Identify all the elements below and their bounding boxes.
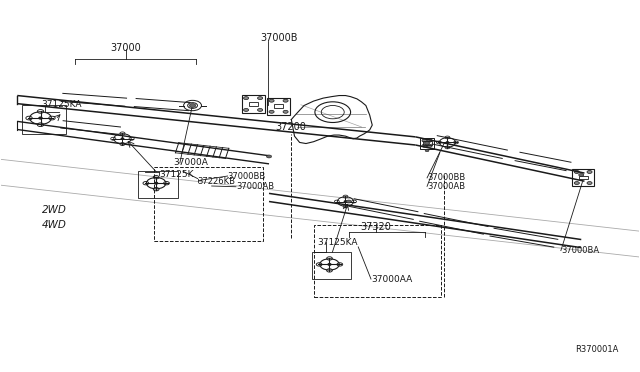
Text: 37320: 37320 (360, 222, 392, 232)
Text: 37000AA: 37000AA (371, 275, 412, 283)
Circle shape (283, 110, 288, 113)
Circle shape (574, 170, 579, 173)
Text: 37000BB: 37000BB (228, 171, 266, 180)
Bar (314, 225, 441, 297)
Circle shape (424, 142, 429, 145)
Circle shape (189, 104, 196, 108)
Text: 37000BA: 37000BA (561, 246, 599, 255)
Text: 37125K: 37125K (159, 170, 194, 179)
Text: 4WD: 4WD (42, 220, 67, 230)
Circle shape (257, 109, 262, 112)
Circle shape (283, 99, 288, 102)
Circle shape (422, 144, 427, 147)
Circle shape (121, 138, 124, 140)
Bar (22, 105, 67, 134)
Bar (420, 138, 434, 149)
Circle shape (425, 150, 429, 152)
Circle shape (344, 201, 347, 202)
Circle shape (422, 139, 427, 142)
Bar (274, 105, 283, 108)
Text: 2WD: 2WD (42, 205, 67, 215)
Text: 37000AB: 37000AB (236, 182, 274, 191)
Text: 37000A: 37000A (173, 157, 208, 167)
Circle shape (155, 182, 157, 184)
Circle shape (244, 109, 248, 112)
Bar (267, 98, 290, 115)
Bar (579, 176, 588, 179)
Circle shape (587, 170, 592, 173)
Text: R370001A: R370001A (575, 345, 618, 354)
Bar (422, 141, 431, 145)
Text: 37226KB: 37226KB (198, 177, 236, 186)
Circle shape (579, 173, 584, 176)
Bar (312, 253, 351, 279)
Bar (138, 171, 178, 198)
Circle shape (346, 200, 351, 203)
Circle shape (191, 105, 194, 106)
Bar (154, 167, 262, 241)
Circle shape (587, 182, 592, 185)
Text: 37125KA: 37125KA (317, 238, 357, 247)
Circle shape (257, 97, 262, 100)
Text: 37000AB: 37000AB (427, 182, 465, 191)
Circle shape (39, 117, 42, 119)
Circle shape (574, 182, 579, 185)
Circle shape (446, 142, 449, 143)
Circle shape (244, 97, 248, 100)
Circle shape (328, 264, 331, 265)
Bar (572, 169, 594, 186)
Text: 37000BB: 37000BB (427, 173, 465, 182)
Bar (242, 95, 264, 113)
Text: 37000B: 37000B (260, 33, 298, 43)
Circle shape (269, 99, 274, 102)
Circle shape (427, 139, 432, 142)
Text: 37200: 37200 (275, 122, 307, 132)
Text: 37125KA: 37125KA (41, 100, 81, 109)
Bar (248, 102, 257, 106)
Circle shape (427, 144, 432, 147)
Circle shape (266, 155, 271, 158)
Text: 37000: 37000 (110, 42, 141, 52)
Circle shape (269, 110, 274, 113)
